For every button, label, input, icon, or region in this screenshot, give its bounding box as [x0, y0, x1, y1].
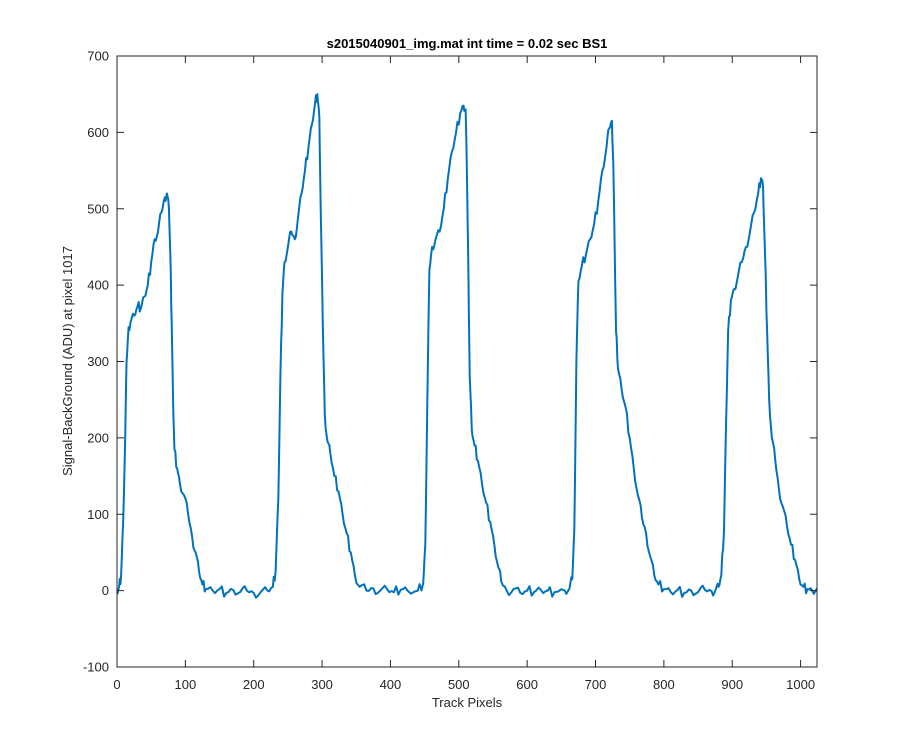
y-tick-label: 300 — [87, 354, 109, 369]
y-tick-label: 500 — [87, 201, 109, 216]
y-tick-label: 0 — [102, 583, 109, 598]
x-tick-label: 200 — [243, 677, 265, 692]
x-tick-label: 700 — [585, 677, 607, 692]
x-axis-label: Track Pixels — [432, 695, 503, 710]
x-axis-ticks: 0 100 200 300 400 500 600 700 800 900 1000 — [113, 56, 815, 692]
x-tick-label: 400 — [380, 677, 402, 692]
x-tick-label: 1000 — [786, 677, 815, 692]
y-axis-ticks: -100 0 100 200 300 400 500 600 700 — [83, 49, 817, 675]
x-tick-label: 0 — [113, 677, 120, 692]
y-tick-label: 100 — [87, 507, 109, 522]
x-tick-label: 500 — [448, 677, 470, 692]
y-tick-label: 700 — [87, 49, 109, 64]
x-tick-label: 900 — [721, 677, 743, 692]
x-tick-label: 300 — [311, 677, 333, 692]
y-axis-label: Signal-BackGround (ADU) at pixel 1017 — [60, 246, 75, 476]
chart-title: s2015040901_img.mat int time = 0.02 sec … — [327, 36, 608, 51]
data-line-layer — [116, 93, 818, 599]
y-tick-label: 200 — [87, 430, 109, 445]
x-tick-label: 800 — [653, 677, 675, 692]
x-tick-label: 100 — [175, 677, 197, 692]
series-line-0 — [116, 93, 818, 599]
y-tick-label: 600 — [87, 125, 109, 140]
y-tick-label: -100 — [83, 660, 109, 675]
y-tick-label: 400 — [87, 278, 109, 293]
x-tick-label: 600 — [516, 677, 538, 692]
